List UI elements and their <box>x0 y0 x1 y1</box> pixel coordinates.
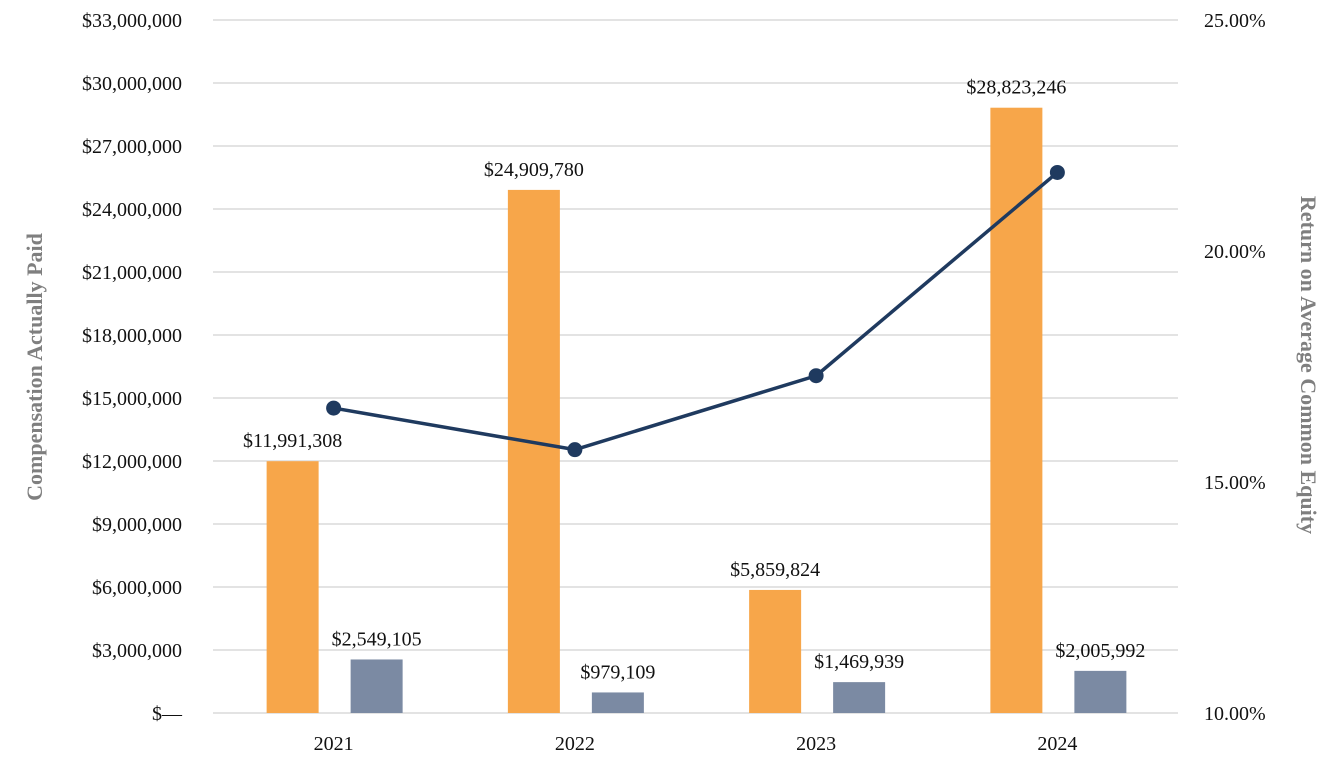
data-label-peo: $28,823,246 <box>966 77 1066 99</box>
data-label-peo: $24,909,780 <box>484 159 584 181</box>
right-axis-tick-label: 25.00% <box>1204 10 1266 32</box>
bar-peo <box>990 107 1043 713</box>
left-axis-tick-label: $27,000,000 <box>82 136 182 158</box>
data-labels: $11,991,308 $24,909,780 $5,859,824 $28,823,… <box>243 77 1145 684</box>
data-label-non-peo: $2,005,992 <box>1055 640 1145 662</box>
left-axis-tick-label: $15,000,000 <box>82 388 182 410</box>
data-label-peo: $5,859,824 <box>730 559 820 581</box>
bar-non-peo <box>1074 670 1127 713</box>
right-axis-tick-label: 15.00% <box>1204 472 1266 494</box>
left-axis-tick-label: $18,000,000 <box>82 325 182 347</box>
bar-non-peo <box>591 692 644 713</box>
x-axis-tick-label: 2021 <box>314 733 354 755</box>
bar-peo <box>507 189 560 713</box>
bar-peo <box>266 461 319 713</box>
left-axis-tick-label: $33,000,000 <box>82 10 182 32</box>
x-axis-tick-label: 2022 <box>555 733 595 755</box>
data-label-non-peo: $1,469,939 <box>814 651 904 673</box>
x-axis-tick-label: 2023 <box>796 733 836 755</box>
left-axis-title: Compensation Actually Paid <box>22 233 47 501</box>
roe-series-line <box>333 171 1059 452</box>
left-axis-ticks: $— $3,000,000 $6,000,000 $9,000,000 $12,000,… <box>82 10 183 725</box>
roe-point <box>567 442 583 458</box>
left-axis-tick-label: $3,000,000 <box>92 640 182 662</box>
bars <box>266 107 1127 713</box>
roe-point <box>808 368 824 384</box>
left-axis-tick-label: $9,000,000 <box>92 514 182 536</box>
right-axis-ticks: 10.00% 15.00% 20.00% 25.00% <box>1204 10 1266 725</box>
bar-non-peo <box>350 659 403 713</box>
data-label-peo: $11,991,308 <box>243 430 342 452</box>
left-axis-tick-label: $30,000,000 <box>82 73 182 95</box>
bar-peo <box>749 589 802 713</box>
right-axis-title: Return on Average Common Equity <box>1296 196 1321 534</box>
left-axis-tick-label: $24,000,000 <box>82 199 182 221</box>
right-axis-tick-label: 20.00% <box>1204 241 1266 263</box>
x-axis-ticks: 2021 2022 2023 2024 <box>314 733 1078 755</box>
roe-line <box>326 164 1065 458</box>
x-axis-tick-label: 2024 <box>1037 733 1077 755</box>
left-axis-tick-label: $— <box>152 703 183 725</box>
roe-point <box>326 400 342 416</box>
data-label-non-peo: $2,549,105 <box>332 628 422 650</box>
roe-point <box>1049 164 1065 180</box>
left-axis-tick-label: $21,000,000 <box>82 262 182 284</box>
data-label-non-peo: $979,109 <box>580 661 655 683</box>
bar-non-peo <box>833 682 886 713</box>
left-axis-tick-label: $12,000,000 <box>82 451 182 473</box>
right-axis-tick-label: 10.00% <box>1204 703 1266 725</box>
left-axis-tick-label: $6,000,000 <box>92 577 182 599</box>
